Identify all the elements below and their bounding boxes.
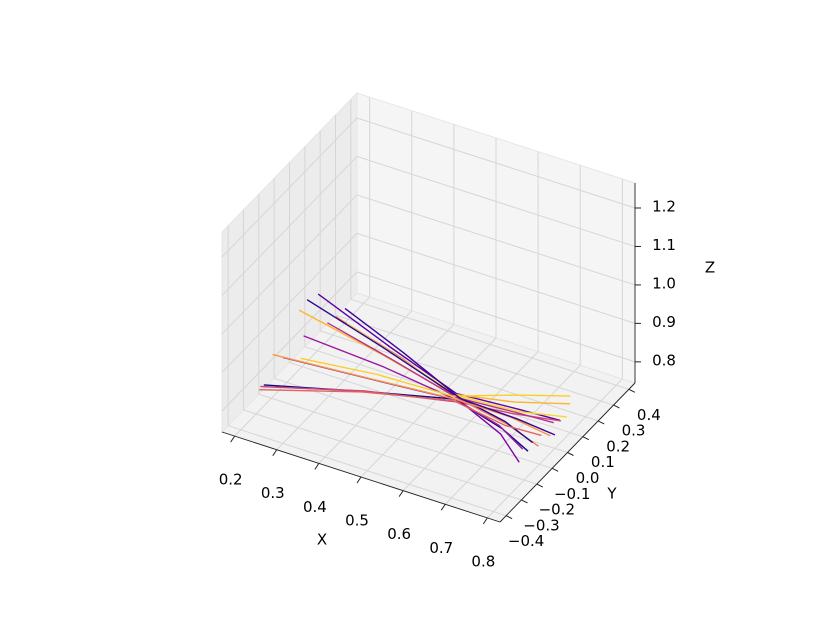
x-tick-label: 0.2 bbox=[219, 471, 243, 489]
y-tick-label: −0.1 bbox=[554, 485, 590, 503]
x-tick bbox=[230, 435, 236, 443]
y-tick-label: −0.3 bbox=[523, 516, 559, 534]
trajectory bbox=[259, 389, 542, 437]
x-tick bbox=[398, 490, 404, 497]
grid-line bbox=[350, 298, 630, 390]
y-tick bbox=[582, 436, 590, 441]
grid-line bbox=[258, 393, 537, 485]
x-tick bbox=[482, 517, 488, 525]
y-tick-label: −0.2 bbox=[539, 501, 575, 519]
grid-line bbox=[227, 425, 507, 517]
grid-line bbox=[221, 156, 358, 296]
grid-line bbox=[304, 346, 583, 438]
grid-line bbox=[221, 233, 358, 373]
x-tick-label: 0.5 bbox=[345, 512, 369, 530]
z-tick-label: 0.8 bbox=[652, 351, 676, 369]
y-tick bbox=[521, 499, 528, 504]
trajectory bbox=[272, 353, 551, 437]
z-tick-label: 0.9 bbox=[652, 313, 676, 331]
grid-line bbox=[221, 194, 358, 335]
x-axis-label: X bbox=[317, 531, 327, 549]
trajectory bbox=[300, 357, 571, 397]
grid-line bbox=[221, 271, 358, 412]
y-tick bbox=[613, 404, 620, 409]
y-tick bbox=[551, 467, 559, 472]
y-tick-label: 0.4 bbox=[637, 406, 661, 424]
y-tick-label: 0.1 bbox=[591, 453, 615, 471]
grid-line bbox=[356, 232, 636, 324]
x-tick-label: 0.7 bbox=[429, 539, 453, 557]
grid-line bbox=[221, 117, 358, 258]
grid-line bbox=[274, 377, 553, 469]
x-tick-label: 0.6 bbox=[387, 525, 411, 543]
grid-line bbox=[356, 271, 636, 363]
y-tick-label: 0.0 bbox=[576, 469, 600, 487]
y-tick bbox=[505, 515, 513, 520]
x-tick bbox=[356, 476, 362, 484]
z-tick-label: 1.1 bbox=[652, 236, 676, 254]
x-tick-label: 0.8 bbox=[471, 552, 495, 570]
trajectory bbox=[327, 322, 554, 424]
z-tick-label: 1.0 bbox=[652, 274, 676, 292]
grid-line bbox=[356, 155, 636, 247]
grid-line bbox=[335, 314, 614, 406]
x-tick bbox=[314, 463, 320, 470]
x-tick bbox=[272, 449, 278, 457]
y-tick-label: 0.3 bbox=[622, 422, 646, 440]
trajectory bbox=[344, 307, 556, 436]
y-axis-label: Y bbox=[606, 485, 617, 503]
x-tick bbox=[440, 503, 446, 511]
y-tick-label: −0.4 bbox=[508, 532, 544, 550]
y-tick bbox=[567, 452, 574, 456]
y-tick-label: 0.2 bbox=[606, 437, 630, 455]
z-axis-label: Z bbox=[705, 259, 715, 277]
y-tick bbox=[536, 483, 544, 488]
x-tick-label: 0.3 bbox=[261, 484, 285, 502]
y-tick bbox=[628, 388, 636, 393]
x-tick-label: 0.4 bbox=[303, 498, 327, 516]
grid-line bbox=[356, 117, 636, 209]
grid-line bbox=[289, 362, 568, 453]
z-tick-label: 1.2 bbox=[652, 198, 676, 216]
y-tick bbox=[597, 420, 605, 425]
grid-line bbox=[243, 409, 522, 501]
grid-line bbox=[356, 194, 636, 286]
